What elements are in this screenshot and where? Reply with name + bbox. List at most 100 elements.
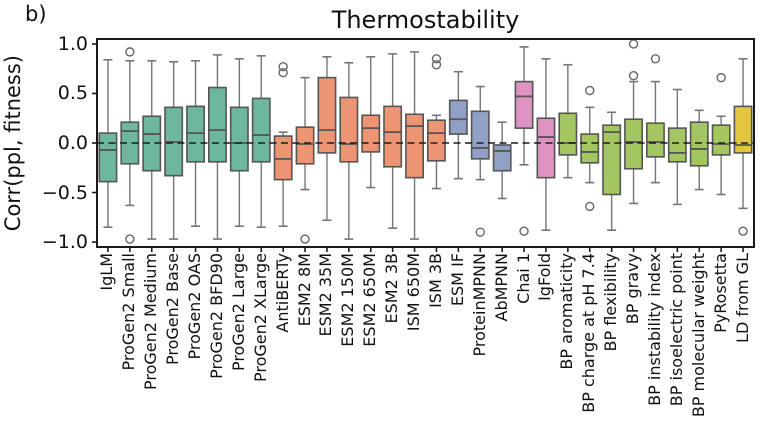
outlier-point (628, 39, 639, 49)
box-body (580, 133, 600, 164)
box-pyrosetta (711, 72, 731, 196)
box-body (229, 106, 249, 172)
box-body (689, 121, 709, 167)
box-proteinmpnn (470, 85, 490, 237)
box-esm2-3b (383, 53, 403, 229)
x-tick-label-progen2-base: ProGen2 Base (163, 253, 183, 365)
box-body (448, 99, 468, 135)
x-tick-label-igfold: IgFold (535, 253, 555, 301)
box-body (645, 122, 665, 158)
box-chai-1 (514, 46, 534, 236)
box-body (317, 76, 337, 154)
x-tick-label-chai-1: Chai 1 (513, 253, 533, 304)
box-body (186, 105, 205, 163)
x-tick-label-ism-650m: ISM 650M (404, 253, 424, 332)
box-esm2-8m (295, 76, 315, 244)
outlier-point (585, 85, 595, 96)
x-tick-label-abmpnn: AbMPNN (491, 253, 511, 322)
x-tick-label-iglm: IgLM (97, 253, 117, 291)
box-iglm (98, 58, 118, 228)
box-body (624, 118, 644, 170)
box-antiberty (273, 62, 293, 227)
box-ld-from-gl (733, 58, 753, 236)
box-body (514, 80, 534, 129)
outlier-point (300, 234, 310, 244)
x-tick-label-esm2-8m: ESM2 8M (294, 253, 314, 327)
box-esm-if (448, 70, 468, 180)
box-progen2-xlarge (251, 55, 271, 228)
outlier-point (738, 226, 748, 236)
outlier-point (628, 70, 639, 81)
x-tick-label-bp-charge-at-ph-7.4: BP charge at pH 7.4 (579, 253, 599, 413)
x-tick-label-bp-molecular-weight: BP molecular weight (688, 253, 708, 418)
box-body (536, 117, 556, 179)
outlier-point (431, 54, 442, 64)
x-tick-label-esm2-650m: ESM2 650M (360, 253, 380, 347)
outlier-point (278, 67, 288, 78)
box-body (208, 86, 227, 163)
x-tick-label-bp-gravy: BP gravy (623, 253, 643, 325)
chart-title: Thermostability (331, 6, 520, 34)
box-bp-isoelectric-point (667, 88, 687, 206)
x-tick-label-ism-3b: ISM 3B (425, 253, 445, 308)
box-progen2-large (229, 58, 249, 227)
box-esm2-35m (317, 56, 337, 222)
x-tick-label-progen2-bfd90: ProGen2 BFD90 (206, 253, 226, 379)
box-body (295, 126, 315, 165)
box-body (426, 119, 446, 162)
box-body (711, 124, 731, 156)
box-progen2-medium (142, 59, 162, 240)
x-tick-label-bp-instability-index: BP instability index (644, 253, 664, 406)
box-bp-charge-at-ph-7.4 (580, 85, 600, 212)
x-tick-label-progen2-small: ProGen2 Small (119, 253, 139, 371)
box-bp-gravy (624, 39, 644, 205)
outlier-point (519, 226, 529, 236)
box-ism-650m (405, 51, 424, 240)
x-tick-label-bp-isoelectric-point: BP isoelectric point (666, 253, 686, 407)
panel-label: b) (25, 2, 47, 26)
y-tick-label: 0.0 (57, 132, 88, 154)
outlier-point (475, 227, 485, 237)
box-body (733, 105, 753, 154)
box-progen2-base (164, 60, 184, 240)
box-bp-aromaticity (558, 63, 578, 179)
outlier-point (650, 54, 661, 64)
x-tick-label-bp-flexibility: BP flexibility (601, 253, 621, 352)
outlier-point (278, 62, 288, 72)
box-body (602, 124, 622, 196)
x-tick-label-progen2-large: ProGen2 Large (228, 253, 248, 372)
x-tick-label-esm2-150m: ESM2 150M (338, 253, 358, 347)
x-tick-label-progen2-oas: ProGen2 OAS (185, 253, 205, 360)
box-ism-3b (426, 54, 446, 190)
box-progen2-bfd90 (208, 54, 227, 240)
x-tick-label-progen2-medium: ProGen2 Medium (141, 253, 161, 391)
box-bp-instability-index (645, 54, 665, 184)
box-igfold (536, 58, 556, 231)
box-body (492, 144, 512, 172)
box-body (251, 97, 271, 163)
outlier-point (585, 201, 595, 212)
box-body (558, 112, 578, 156)
x-tick-label-progen2-xlarge: ProGen2 XLarge (250, 253, 270, 383)
box-body (98, 132, 118, 183)
y-tick-label: 1.0 (57, 32, 88, 55)
box-progen2-small (120, 47, 140, 244)
x-tick-label-esm-if: ESM IF (447, 253, 467, 307)
box-body (405, 113, 424, 179)
box-body (667, 127, 687, 163)
x-tick-label-bp-aromaticity: BP aromaticity (557, 253, 577, 370)
outlier-point (125, 234, 135, 244)
box-bp-flexibility (602, 111, 622, 231)
x-tick-label-proteinmpnn: ProteinMPNN (469, 253, 489, 357)
box-body (339, 96, 359, 163)
x-tick-label-pyrosetta: PyRosetta (710, 253, 730, 333)
outlier-point (125, 47, 135, 57)
y-tick-label: −0.5 (41, 181, 88, 204)
x-tick-label-antiberty: AntiBERTy (272, 253, 292, 333)
outlier-point (716, 72, 726, 83)
box-body (383, 105, 403, 168)
box-body (361, 114, 381, 153)
x-tick-label-esm2-35m: ESM2 35M (316, 253, 336, 337)
